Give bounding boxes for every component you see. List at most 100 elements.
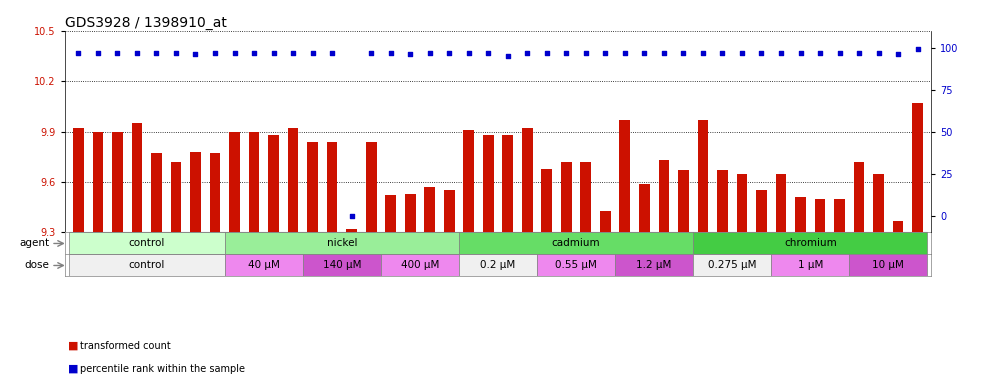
Point xyxy=(461,50,477,56)
Point xyxy=(402,51,418,57)
Bar xyxy=(873,174,883,232)
Text: 1.2 μM: 1.2 μM xyxy=(636,260,672,270)
Bar xyxy=(113,132,123,232)
Text: 0.2 μM: 0.2 μM xyxy=(480,260,516,270)
Text: 0.275 μM: 0.275 μM xyxy=(708,260,756,270)
Point xyxy=(812,50,828,56)
Point xyxy=(714,50,730,56)
Bar xyxy=(229,132,240,232)
Text: 1 μM: 1 μM xyxy=(798,260,823,270)
Bar xyxy=(225,232,459,255)
Bar xyxy=(209,154,220,232)
Point xyxy=(695,50,711,56)
Point xyxy=(187,51,203,57)
Bar xyxy=(542,169,552,232)
Point xyxy=(598,50,614,56)
Point xyxy=(519,50,535,56)
Point xyxy=(500,53,516,59)
Bar xyxy=(93,132,104,232)
Point xyxy=(441,50,457,56)
Bar xyxy=(502,135,513,232)
Bar xyxy=(693,255,771,276)
Text: control: control xyxy=(128,238,165,248)
Bar xyxy=(69,232,225,255)
Text: 140 μM: 140 μM xyxy=(323,260,362,270)
Bar xyxy=(366,142,376,232)
Point xyxy=(324,50,340,56)
Point xyxy=(110,50,125,56)
Bar xyxy=(815,199,826,232)
Point xyxy=(344,213,360,219)
Point xyxy=(207,50,223,56)
Point xyxy=(734,50,750,56)
Point xyxy=(226,50,242,56)
Point xyxy=(305,50,321,56)
Point xyxy=(480,50,496,56)
Bar xyxy=(756,190,767,232)
Bar xyxy=(776,174,787,232)
Point xyxy=(909,46,925,52)
Point xyxy=(773,50,789,56)
Text: dose: dose xyxy=(24,260,49,270)
Bar xyxy=(717,170,728,232)
Text: 10 μM: 10 μM xyxy=(872,260,904,270)
Bar xyxy=(131,123,142,232)
Text: control: control xyxy=(128,260,165,270)
Text: transformed count: transformed count xyxy=(80,341,170,351)
Bar xyxy=(737,174,747,232)
Bar xyxy=(639,184,649,232)
Bar xyxy=(835,199,845,232)
Point xyxy=(675,50,691,56)
Bar xyxy=(463,130,474,232)
Bar xyxy=(190,152,201,232)
Bar xyxy=(795,197,806,232)
Bar xyxy=(424,187,435,232)
Point xyxy=(832,50,848,56)
Point xyxy=(364,50,379,56)
Bar xyxy=(268,135,279,232)
Text: cadmium: cadmium xyxy=(552,238,601,248)
Bar xyxy=(522,128,533,232)
Bar xyxy=(697,120,708,232)
Point xyxy=(559,50,575,56)
Bar xyxy=(620,120,630,232)
Bar xyxy=(69,255,225,276)
Text: ■: ■ xyxy=(68,341,79,351)
Point xyxy=(246,50,262,56)
Bar xyxy=(537,255,616,276)
Bar xyxy=(771,255,850,276)
Bar xyxy=(225,255,303,276)
Bar xyxy=(600,210,611,232)
Point xyxy=(793,50,809,56)
Bar xyxy=(151,154,161,232)
Bar xyxy=(347,229,357,232)
Point xyxy=(890,51,906,57)
Bar xyxy=(854,162,865,232)
Bar xyxy=(249,132,259,232)
Text: 40 μM: 40 μM xyxy=(248,260,280,270)
Point xyxy=(754,50,770,56)
Bar xyxy=(892,221,903,232)
Bar xyxy=(385,195,396,232)
Bar xyxy=(380,255,459,276)
Text: 400 μM: 400 μM xyxy=(400,260,439,270)
Point xyxy=(656,50,672,56)
Point xyxy=(266,50,282,56)
Point xyxy=(148,50,164,56)
Bar xyxy=(581,162,592,232)
Bar xyxy=(561,162,572,232)
Text: GDS3928 / 1398910_at: GDS3928 / 1398910_at xyxy=(65,16,227,30)
Point xyxy=(90,50,106,56)
Point xyxy=(71,50,87,56)
Bar xyxy=(483,135,494,232)
Bar xyxy=(327,142,338,232)
Bar xyxy=(307,142,318,232)
Point xyxy=(168,50,184,56)
Text: nickel: nickel xyxy=(327,238,358,248)
Bar xyxy=(459,255,537,276)
Bar xyxy=(404,194,415,232)
Point xyxy=(851,50,867,56)
Bar xyxy=(444,190,454,232)
Bar xyxy=(693,232,927,255)
Bar xyxy=(678,170,689,232)
